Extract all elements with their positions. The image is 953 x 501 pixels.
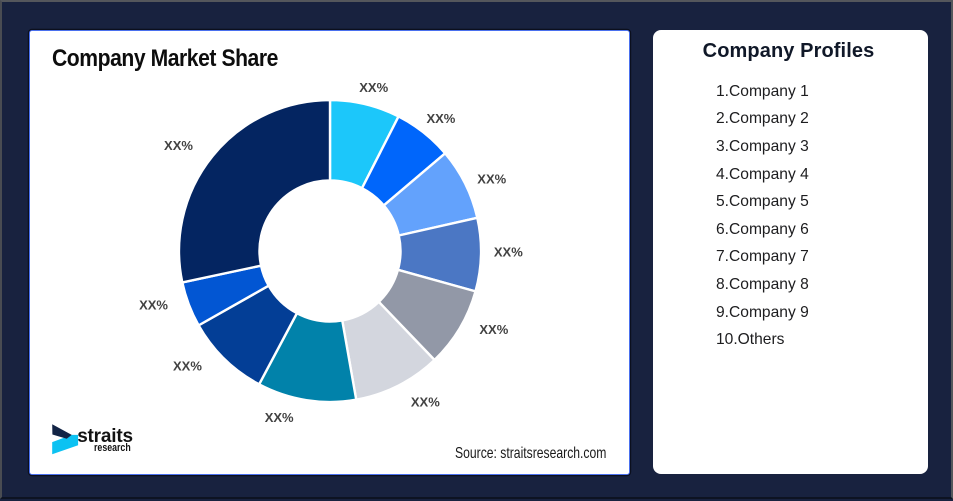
- svg-text:XX%: XX%: [265, 410, 294, 425]
- svg-text:XX%: XX%: [164, 138, 193, 153]
- svg-text:XX%: XX%: [477, 172, 506, 187]
- svg-text:XX%: XX%: [479, 322, 508, 337]
- svg-text:XX%: XX%: [139, 297, 168, 312]
- svg-text:XX%: XX%: [494, 245, 523, 260]
- svg-text:XX%: XX%: [173, 358, 202, 373]
- svg-text:XX%: XX%: [359, 80, 388, 95]
- svg-text:XX%: XX%: [411, 395, 440, 410]
- svg-text:XX%: XX%: [426, 111, 455, 126]
